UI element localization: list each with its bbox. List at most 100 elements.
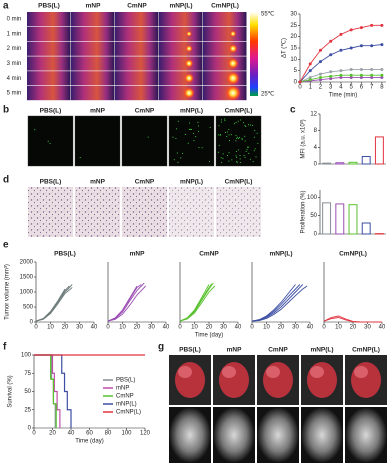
x-tick-label: 80 <box>105 431 112 437</box>
fluorescence-dot <box>243 154 245 156</box>
colorbar-label: 55℃ <box>261 12 275 18</box>
fluorescence-dot <box>224 120 226 122</box>
y-tick-label: 0 <box>294 80 298 86</box>
bar <box>348 204 358 235</box>
fluorescence-dot <box>257 142 259 144</box>
marker <box>298 80 302 84</box>
fluorescence-dot <box>218 144 220 146</box>
y-axis-label: MFI (a.u. x10³) <box>301 119 307 158</box>
x-tick-label: 2 <box>319 85 323 91</box>
fluorescence-dot <box>246 146 248 148</box>
fluorescence-dot <box>184 133 186 135</box>
marker <box>349 75 353 79</box>
y-tick-label: 2000 <box>20 260 34 266</box>
thermal-image <box>71 41 115 56</box>
series-line <box>179 283 213 322</box>
fluorescence-dot <box>226 155 228 157</box>
row-label: 3 min <box>7 61 22 67</box>
thermal-image <box>115 86 159 101</box>
mri-image <box>257 407 299 463</box>
thermal-image <box>203 12 247 27</box>
group-header: CmNP <box>135 108 155 115</box>
fluorescence-dot <box>231 159 233 161</box>
group-header: CmNP(L) <box>352 347 380 354</box>
thermal-image <box>27 26 71 41</box>
fluorescence-dot <box>244 140 246 142</box>
x-tick-label: 120 <box>140 431 151 437</box>
colorbar <box>250 12 258 96</box>
group-header: mNP <box>227 347 242 354</box>
y-tick-label: 10 <box>290 57 297 63</box>
x-tick-label: 40 <box>163 325 170 331</box>
fluorescence-dot <box>255 156 257 158</box>
x-tick-label: 20 <box>206 325 213 331</box>
marker <box>318 75 322 79</box>
hot-spot <box>186 31 192 37</box>
hot-spot <box>225 85 241 101</box>
fluorescence-dot <box>197 121 199 123</box>
y-tick-label: 5 <box>294 68 298 74</box>
thermal-image <box>203 41 247 56</box>
x-tick-label: 60 <box>86 431 93 437</box>
fluorescence-dot <box>220 157 222 159</box>
fluorescence-dot <box>177 161 179 163</box>
y-tick-label: 0 <box>314 232 318 238</box>
marker <box>380 75 384 79</box>
y-tick-label: 4 <box>314 145 318 151</box>
x-tick-label: 3 <box>329 85 333 91</box>
panel-label: e <box>3 240 9 251</box>
x-tick-label: 40 <box>235 325 242 331</box>
tumor <box>178 366 192 378</box>
series-line <box>107 285 138 322</box>
fluorescence-dot <box>236 156 238 158</box>
panel-label: a <box>3 1 9 12</box>
y-tick-label: 50 <box>310 213 317 219</box>
marker <box>318 48 322 52</box>
fluorescence-dot <box>234 123 236 125</box>
fluorescence-dot <box>187 142 189 144</box>
fluorescence-dot <box>237 120 239 122</box>
thermal-image <box>71 26 115 41</box>
thermal-image <box>71 71 115 86</box>
fluorescence-dot <box>198 125 200 127</box>
group-header: CmNP <box>135 179 155 186</box>
thermal-image <box>27 86 71 101</box>
fluorescence-dot <box>209 161 211 163</box>
marker <box>359 75 363 79</box>
thermal-image <box>115 71 159 86</box>
bar <box>322 162 332 165</box>
hot-spot <box>185 45 193 52</box>
legend-label: CmNP(L) <box>116 410 141 416</box>
series-line <box>323 315 382 323</box>
fluorescence-dot <box>230 134 232 136</box>
chart-title: mNP <box>130 251 145 258</box>
fluorescence-dot <box>237 149 239 151</box>
x-tick-label: 20 <box>134 325 141 331</box>
marker <box>318 60 322 64</box>
marker <box>329 53 333 57</box>
marker <box>308 78 312 82</box>
fluorescence-dot <box>228 160 230 162</box>
marker <box>308 69 312 73</box>
fluorescence-dot <box>176 128 178 130</box>
marker <box>380 23 384 27</box>
group-header: mNP <box>86 3 101 10</box>
bar <box>335 203 345 235</box>
group-header: CmNP(L) <box>225 108 253 115</box>
histology-image <box>122 187 167 237</box>
fluorescence-dot <box>219 134 221 136</box>
fluorescence-dot <box>226 135 228 137</box>
marker <box>318 72 322 76</box>
x-tick-label: 10 <box>335 325 342 331</box>
group-header: CmNP(L) <box>211 3 239 10</box>
chart-title: CmNP <box>199 251 219 258</box>
thermal-image <box>159 56 203 71</box>
histology-image <box>28 187 73 237</box>
x-tick-label: 20 <box>49 431 56 437</box>
tumor <box>354 366 368 378</box>
group-header: mNP(L) <box>180 108 203 115</box>
y-tick-label: 500 <box>23 305 34 311</box>
marker <box>370 68 374 72</box>
thermal-image <box>159 41 203 56</box>
fluorescence-dot <box>252 161 254 163</box>
